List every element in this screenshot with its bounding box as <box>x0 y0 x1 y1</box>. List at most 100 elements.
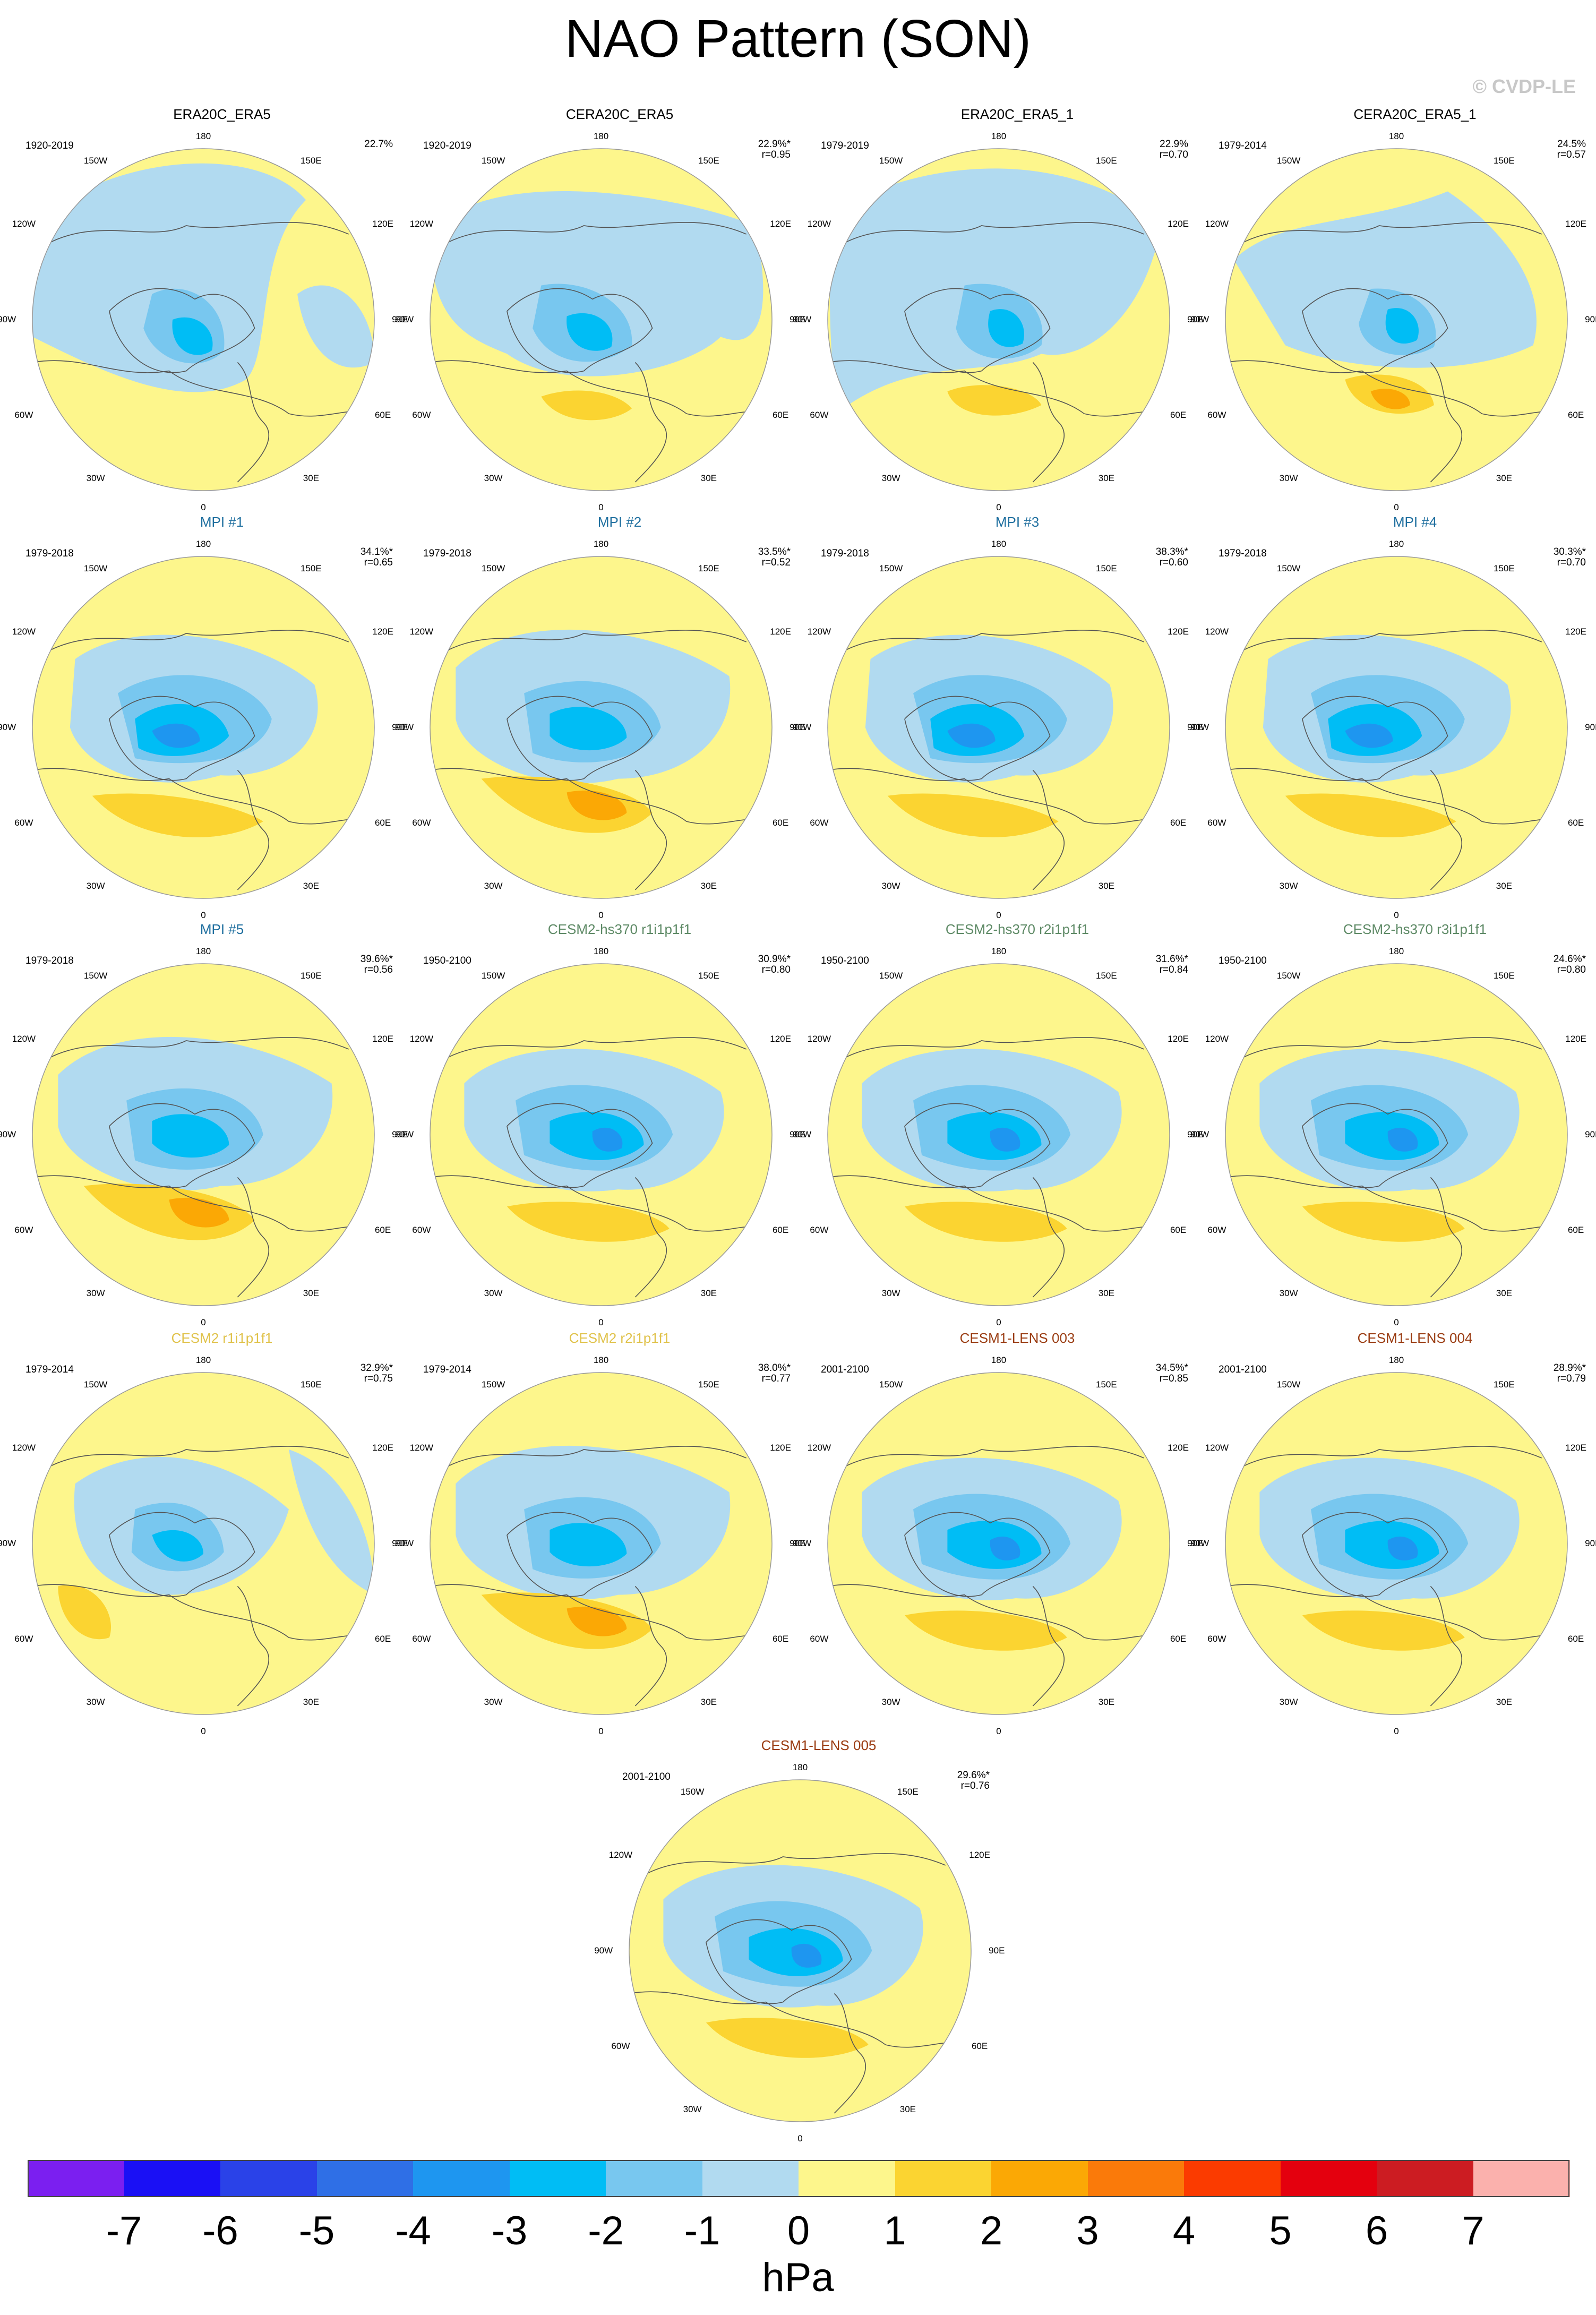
longitude-label: 150W <box>1276 563 1301 573</box>
panel-title: MPI #3 <box>995 514 1040 530</box>
longitude-label: 150W <box>83 563 108 573</box>
panel-years: 1920-2019 <box>25 140 74 151</box>
panel-variance: 22.9% r=0.70 <box>1160 139 1188 160</box>
longitude-label: 30E <box>700 473 717 484</box>
positive-anomaly-contour <box>887 793 1059 837</box>
longitude-label: 60W <box>412 410 431 421</box>
negative-anomaly-contour <box>172 317 213 355</box>
polar-map <box>827 556 1170 899</box>
longitude-label: 120E <box>770 218 791 229</box>
longitude-label: 30W <box>881 1288 900 1299</box>
longitude-label: 180 <box>1388 946 1404 957</box>
panel-corr: r=0.85 <box>1159 1373 1188 1384</box>
longitude-label: 120W <box>1205 626 1229 637</box>
panel-title: CESM2-hs370 r2i1p1f1 <box>945 921 1089 937</box>
longitude-label: 120W <box>12 1033 36 1044</box>
colorbar-swatch <box>991 2160 1088 2197</box>
longitude-label: 150E <box>698 970 719 981</box>
panel-corr: r=0.84 <box>1159 964 1188 975</box>
panel-years: 2001-2100 <box>622 1771 671 1782</box>
positive-anomaly-contour <box>706 2018 869 2058</box>
coastline <box>1242 1037 1542 1058</box>
negative-anomaly-contour <box>550 707 627 751</box>
panel-corr: r=0.80 <box>761 964 791 975</box>
coastline <box>49 1446 349 1467</box>
longitude-label: 120E <box>1565 1033 1586 1044</box>
longitude-label: 120W <box>12 218 36 229</box>
longitude-label: 90E <box>790 722 806 732</box>
longitude-label: 150W <box>481 970 505 981</box>
polar-map <box>827 1372 1170 1715</box>
negative-anomaly-contour <box>1387 1536 1418 1561</box>
colorbar-swatch <box>220 2160 317 2197</box>
longitude-label: 150E <box>301 563 322 573</box>
colorbar-swatch <box>509 2160 606 2197</box>
panel-pct: 24.6%* <box>1553 954 1586 965</box>
coastline <box>1302 1512 1448 1597</box>
colorbar-swatch <box>606 2160 702 2197</box>
longitude-label: 60E <box>1567 1634 1584 1644</box>
longitude-label: 90E <box>790 314 806 324</box>
panel-corr: r=0.56 <box>364 964 393 975</box>
longitude-label: 0 <box>201 1726 206 1737</box>
longitude-label: 90E <box>1187 1538 1204 1548</box>
positive-anomaly-contour <box>904 1202 1067 1242</box>
longitude-label: 90W <box>0 1129 16 1139</box>
longitude-label: 120W <box>409 1442 434 1453</box>
positive-anomaly-contour <box>92 793 263 837</box>
longitude-label: 60E <box>772 1225 789 1236</box>
coastline <box>1242 222 1542 243</box>
coastline <box>237 362 270 483</box>
longitude-label: 120E <box>770 626 791 637</box>
panel-pct: 33.5%* <box>758 546 791 558</box>
longitude-label: 150E <box>897 1786 919 1797</box>
panel-years: 1950-2100 <box>821 955 869 966</box>
longitude-label: 150W <box>879 563 903 573</box>
longitude-label: 90W <box>0 314 16 324</box>
coastline <box>430 360 772 417</box>
longitude-label: 120W <box>807 626 831 637</box>
polar-map <box>32 963 375 1306</box>
map-panel: CESM2-hs370 r3i1p1f1 1950-2100 24.6%* r=0.8… <box>1190 921 1596 1327</box>
panel-years: 1950-2100 <box>1219 955 1267 966</box>
panel-title: CESM1-LENS 005 <box>761 1737 877 1753</box>
panel-corr: r=0.70 <box>1557 557 1586 568</box>
colorbar-tick-label: -1 <box>684 2208 720 2253</box>
coastline <box>430 1584 772 1641</box>
colorbar-swatch <box>799 2160 895 2197</box>
longitude-label: 30W <box>1279 1697 1298 1708</box>
polar-map <box>32 148 375 491</box>
longitude-label: 150E <box>301 1379 322 1390</box>
longitude-label: 120W <box>1205 1033 1229 1044</box>
coastline <box>32 1584 374 1641</box>
panel-title: CESM1-LENS 003 <box>959 1330 1075 1346</box>
panel-pct: 32.9%* <box>360 1362 393 1374</box>
panel-title: CESM2 r2i1p1f1 <box>569 1330 671 1346</box>
longitude-label: 150W <box>879 970 903 981</box>
longitude-label: 30E <box>1098 1288 1114 1299</box>
panel-pct: 24.5% <box>1557 139 1586 150</box>
longitude-label: 30E <box>1098 881 1114 891</box>
longitude-label: 120W <box>409 626 434 637</box>
polar-map <box>1225 963 1568 1306</box>
longitude-label: 0 <box>598 910 604 921</box>
longitude-label: 120E <box>1168 626 1189 637</box>
longitude-label: 120W <box>12 626 36 637</box>
positive-anomaly-contour <box>541 390 632 421</box>
coastline <box>109 1512 255 1597</box>
map-border <box>827 556 1170 899</box>
coastline <box>109 288 255 373</box>
longitude-label: 30E <box>700 1697 717 1708</box>
panel-years: 1979-2018 <box>25 955 74 966</box>
longitude-label: 150E <box>301 970 322 981</box>
coastline <box>629 1991 971 2048</box>
colorbar-swatch <box>1184 2160 1281 2197</box>
map-border <box>430 1372 773 1715</box>
longitude-label: 150E <box>1494 155 1515 166</box>
map-panel: CESM1-LENS 003 2001-2100 34.5%* r=0.85 180 0 1… <box>793 1330 1214 1736</box>
longitude-label: 120W <box>409 218 434 229</box>
colorbar-tick-label: 4 <box>1172 2208 1196 2253</box>
coastline <box>507 1103 653 1188</box>
longitude-label: 90W <box>0 722 16 732</box>
panel-pct: 22.7% <box>364 139 393 150</box>
